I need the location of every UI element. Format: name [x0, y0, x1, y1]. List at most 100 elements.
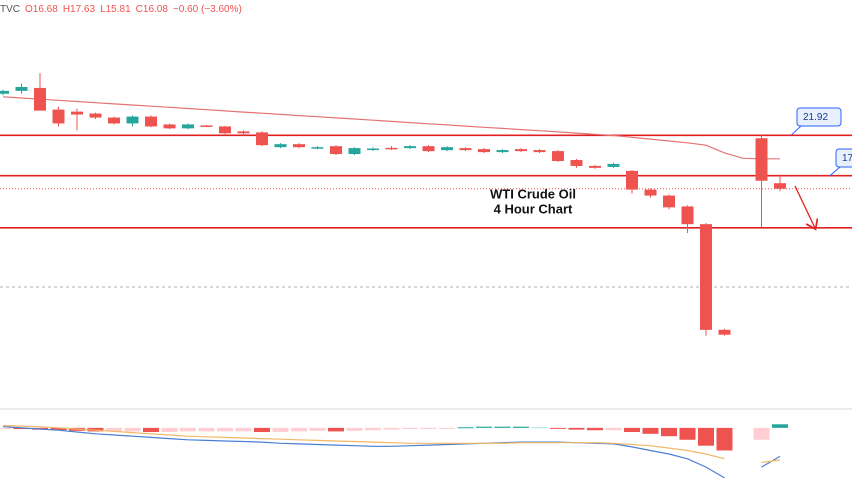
candle-body: [718, 329, 731, 335]
candle-body: [182, 124, 194, 129]
histogram-bar: [698, 427, 714, 446]
histogram-bar: [661, 427, 677, 437]
ohlc-label: L15.81: [100, 4, 131, 15]
histogram-bar: [106, 427, 122, 432]
histogram-bar: [494, 426, 511, 428]
symbol: TVC: [0, 4, 20, 15]
histogram-bar: [587, 427, 603, 431]
ohlc-label: −0.60 (−3.60%): [173, 4, 242, 15]
histogram-bar: [365, 427, 381, 431]
candle-body: [663, 195, 675, 208]
callout-box: [835, 148, 852, 168]
candle-body: [644, 189, 657, 196]
histogram-bar: [254, 427, 270, 433]
candle-body: [755, 138, 768, 181]
histogram-bar: [624, 427, 640, 433]
histogram-bar: [143, 427, 159, 433]
plot-layer: 21.92 17: [0, 73, 852, 479]
candle-body: [108, 117, 120, 124]
histogram-bar: [642, 427, 659, 434]
candle-body: [145, 116, 157, 127]
histogram-bar: [753, 427, 770, 440]
histogram-bar: [772, 424, 788, 428]
histogram-bar: [180, 427, 196, 432]
signal-line: [2, 424, 781, 463]
arrow: [794, 185, 815, 228]
candle-body: [552, 151, 564, 161]
candle-body: [330, 146, 342, 155]
candle-body: [367, 148, 379, 151]
callout-tail: [790, 125, 802, 136]
candle-body: [52, 109, 65, 124]
candle-body: [681, 206, 694, 225]
histogram-bar: [328, 427, 344, 432]
candle-body: [385, 147, 398, 150]
histogram-bar: [605, 427, 622, 431]
candle-body: [515, 149, 527, 152]
histogram-bar: [124, 427, 141, 432]
histogram-bar: [420, 427, 437, 430]
candle-body: [607, 163, 620, 167]
candle-body: [89, 113, 102, 118]
candle-body: [0, 90, 9, 94]
candle-body: [71, 111, 83, 115]
histogram-bar: [291, 427, 307, 432]
candle-body: [274, 144, 287, 148]
candle-body: [496, 150, 509, 153]
candle-body: [589, 165, 601, 168]
level-label: 17: [842, 153, 852, 164]
histogram-bar: [568, 427, 585, 430]
candle-body: [126, 116, 139, 124]
histogram-bar: [383, 427, 400, 430]
annotation-line: 4 Hour Chart: [494, 201, 573, 216]
symbol-header: TVC O16.68 H17.63 L15.81 C16.08 −0.60 (−3.60%…: [0, 4, 242, 15]
candle-body: [626, 170, 638, 190]
candle-body: [200, 125, 213, 127]
candle-body: [163, 124, 176, 129]
annotation-line: WTI Crude Oil: [490, 186, 576, 201]
moving-average: [2, 96, 780, 160]
level-label: 21.92: [803, 112, 828, 123]
candle-body: [219, 126, 231, 134]
histogram-bar: [0, 427, 11, 429]
histogram-bar: [679, 427, 696, 440]
histogram-bar: [235, 427, 252, 432]
ohlc-label: H17.63: [63, 4, 96, 15]
candle-body: [311, 147, 324, 149]
histogram-bar: [550, 427, 566, 429]
callout-tail: [829, 166, 841, 177]
candle-body: [441, 147, 453, 151]
histogram-bar: [309, 427, 326, 431]
histogram-bar: [50, 427, 67, 431]
histogram-bar: [217, 427, 233, 432]
histogram-bar: [476, 426, 492, 428]
histogram-bar: [161, 427, 178, 433]
histogram-bar: [531, 427, 548, 429]
candle-body: [404, 146, 416, 149]
histogram-bar: [198, 427, 215, 432]
histogram-bar: [513, 426, 529, 428]
candle-body: [478, 149, 490, 153]
candle-body: [533, 150, 546, 153]
candle-body: [15, 86, 28, 91]
histogram-bar: [346, 427, 363, 431]
candle-body: [348, 148, 361, 155]
candle-body: [700, 224, 712, 330]
histogram-bar: [439, 427, 455, 429]
candle-body: [459, 148, 472, 151]
ohlc-label: O16.68: [25, 4, 58, 15]
histogram-bar: [716, 427, 733, 451]
histogram-bar: [272, 427, 289, 433]
candle-body: [293, 144, 305, 148]
histogram-bar: [402, 427, 418, 430]
candle-body: [34, 87, 46, 111]
candle-body: [774, 183, 786, 189]
callout-box: [796, 107, 842, 127]
candle-body: [422, 146, 435, 152]
candle-body: [256, 132, 268, 146]
candle-body: [237, 131, 250, 134]
ohlc-label: C16.08: [136, 4, 169, 15]
